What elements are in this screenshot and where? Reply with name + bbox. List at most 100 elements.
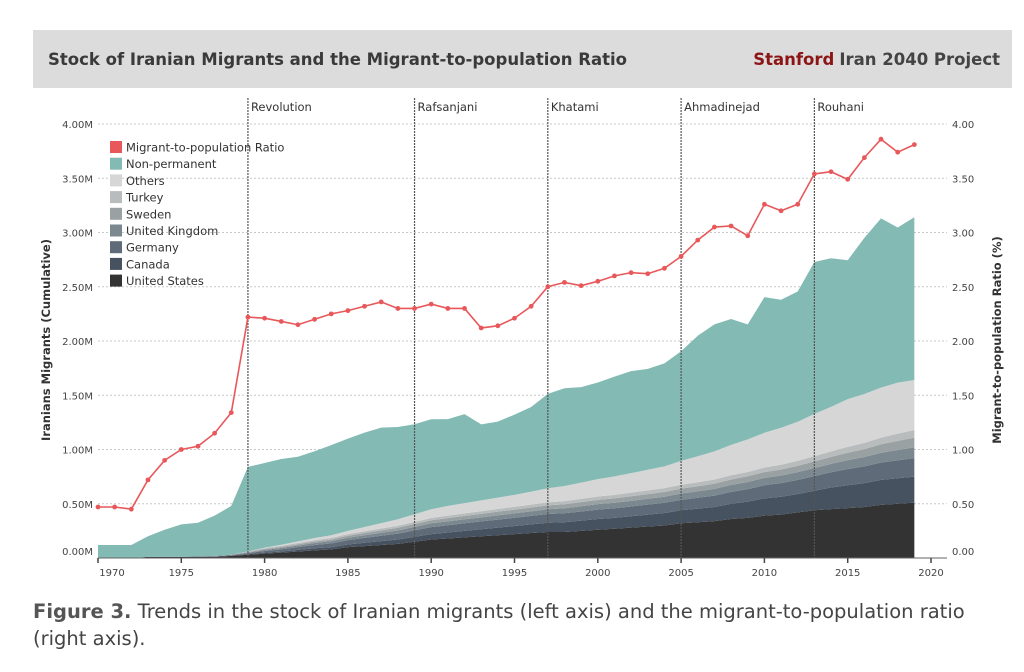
y-tick-label: 1.50M — [62, 391, 93, 402]
ratio-point — [495, 323, 501, 329]
ratio-point — [128, 506, 134, 512]
ratio-point — [245, 314, 251, 320]
ratio-point — [378, 299, 384, 305]
ratio-point — [678, 253, 684, 259]
y2-tick-label: 2.00 — [952, 337, 974, 348]
legend-swatch — [110, 191, 122, 204]
ratio-point — [845, 176, 851, 182]
ratio-point — [695, 237, 701, 243]
ratio-point — [328, 311, 334, 317]
ratio-point — [645, 271, 651, 277]
area-others — [98, 380, 915, 558]
y-tick-label: 3.00M — [62, 229, 93, 240]
event-label: Revolution — [251, 100, 312, 114]
ratio-point — [762, 201, 767, 207]
y-axis-title: Iranians Migrants (Cumulative) — [39, 239, 53, 441]
ratio-point — [395, 306, 401, 311]
area-non-permanent — [98, 217, 915, 558]
ratio-point — [911, 142, 917, 148]
y-tick-label: 3.50M — [62, 174, 93, 185]
legend-item: Others — [126, 174, 165, 188]
x-tick-label: 1990 — [418, 568, 443, 579]
axes: 0.00M 0.00 0.50M 0.50 1.00M 1.00 1.50M 1.50 2.00… — [62, 120, 974, 579]
brand-logo: Stanford Iran 2040 Project — [753, 50, 1000, 69]
event-label: Rouhani — [817, 100, 864, 114]
y2-tick-label: 0.00 — [952, 547, 974, 558]
y2-tick-label: 1.00 — [952, 446, 974, 457]
y2-tick-label: 2.50 — [952, 283, 974, 294]
legend-item: United States — [126, 274, 204, 288]
y-tick-label: 1.00M — [62, 446, 93, 457]
legend: Migrant-to-population Ratio Non-permanent… — [110, 141, 284, 288]
event-label: Khatami — [551, 100, 599, 114]
ratio-point — [462, 306, 467, 311]
legend-swatch — [110, 174, 122, 187]
event-lines: Revolution Rafsanjani Khatami Ahmadinejad Ro… — [247, 98, 864, 558]
y-tick-label: 2.00M — [62, 337, 93, 348]
ratio-point — [278, 319, 284, 324]
ratio-point — [712, 224, 717, 230]
ratio-polyline — [98, 138, 915, 511]
ratio-point — [512, 315, 517, 321]
y-tick-label: 0.50M — [62, 500, 93, 511]
brand-project: Iran 2040 Project — [839, 50, 1000, 69]
ratio-point — [95, 504, 101, 510]
y-tick-label: 0.00M — [62, 547, 93, 558]
legend-item: Migrant-to-population Ratio — [126, 141, 284, 155]
x-tick-label: 1985 — [335, 568, 360, 579]
caption-label: Figure 3. — [33, 600, 132, 623]
y2-tick-label: 4.00 — [952, 120, 974, 131]
ratio-point — [795, 201, 801, 207]
area-united-states — [98, 502, 915, 558]
legend-swatch — [110, 141, 122, 153]
legend-item: Non-permanent — [126, 157, 217, 171]
chart: Stock of Iranian Migrants and the Migran… — [33, 30, 1012, 579]
area-canada — [98, 476, 915, 558]
ratio-point — [445, 306, 451, 311]
ratio-line — [95, 136, 917, 512]
brand-stanford: Stanford — [753, 50, 834, 69]
ratio-point — [145, 477, 151, 483]
y-tick-label: 4.00M — [62, 120, 93, 131]
ratio-point — [345, 308, 351, 314]
legend-item: Germany — [126, 241, 179, 255]
legend-swatch — [110, 157, 122, 170]
legend-item: Turkey — [125, 191, 164, 205]
ratio-point — [312, 316, 317, 322]
ratio-point — [811, 171, 817, 177]
event-label: Ahmadinejad — [684, 100, 760, 114]
stacked-areas — [98, 217, 915, 558]
y2-tick-label: 3.50 — [952, 174, 974, 185]
x-tick-label: 2005 — [668, 568, 693, 579]
ratio-point — [895, 149, 901, 155]
y2-tick-label: 0.50 — [952, 500, 974, 511]
x-tick-label: 2020 — [918, 568, 943, 579]
legend-item: Canada — [126, 257, 170, 271]
x-tick-label: 1970 — [99, 568, 124, 579]
legend-swatch — [110, 274, 122, 287]
ratio-point — [662, 265, 667, 271]
ratio-point — [562, 280, 567, 285]
ratio-point — [162, 457, 168, 463]
figure-caption: Figure 3. Trends in the stock of Iranian… — [33, 598, 1018, 652]
chart-title: Stock of Iranian Migrants and the Migran… — [48, 50, 627, 69]
ratio-point — [612, 273, 617, 279]
ratio-point — [262, 315, 267, 321]
x-tick-label: 1975 — [169, 568, 194, 579]
ratio-point — [745, 233, 751, 239]
legend-swatch — [110, 207, 122, 220]
y2-tick-label: 1.50 — [952, 391, 974, 402]
x-tick-label: 1980 — [252, 568, 277, 579]
ratio-point — [178, 447, 184, 452]
ratio-point — [428, 301, 434, 307]
x-tick-label: 2000 — [585, 568, 610, 579]
ratio-point — [861, 155, 867, 161]
y2-axis-title: Migrant-to-population Ratio (%) — [990, 236, 1004, 443]
ratio-point — [828, 169, 834, 175]
legend-item: Sweden — [126, 207, 171, 221]
legend-swatch — [110, 257, 122, 270]
ratio-point — [528, 303, 534, 309]
y-tick-label: 2.50M — [62, 283, 93, 294]
ratio-point — [195, 443, 201, 449]
x-tick-label: 2015 — [835, 568, 860, 579]
